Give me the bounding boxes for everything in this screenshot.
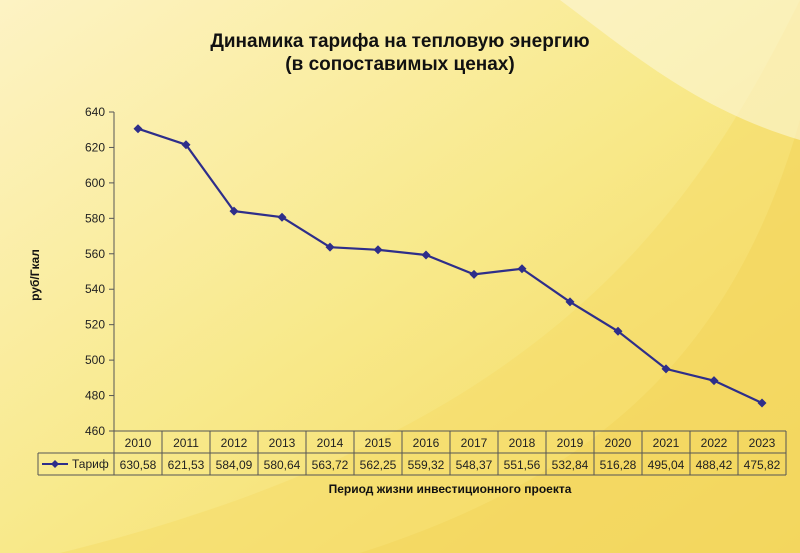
x-tick-label: 2019 [557,436,584,450]
x-tick-label: 2012 [221,436,248,450]
x-axis-label: Период жизни инвестиционного проекта [328,482,572,496]
data-point [757,398,767,408]
y-tick-label: 580 [85,211,105,225]
x-tick-label: 2022 [701,436,728,450]
x-tick-label: 2018 [509,436,536,450]
data-point [133,124,143,134]
data-table-value: 548,37 [456,458,493,472]
y-tick-label: 480 [85,389,105,403]
data-point [661,364,671,374]
data-table-value: 516,28 [600,458,637,472]
x-tick-label: 2016 [413,436,440,450]
data-point [373,245,383,255]
data-point [181,140,191,150]
y-tick-label: 560 [85,247,105,261]
data-point [229,206,239,216]
x-tick-label: 2021 [653,436,680,450]
y-tick-label: 640 [85,105,105,119]
x-tick-label: 2017 [461,436,488,450]
x-tick-label: 2010 [125,436,152,450]
x-tick-label: 2014 [317,436,344,450]
data-point [421,250,431,260]
x-tick-label: 2023 [749,436,776,450]
data-table-value: 495,04 [648,458,685,472]
data-table-value: 488,42 [696,458,733,472]
data-point [325,242,335,252]
y-tick-label: 600 [85,176,105,190]
chart-subtitle: (в сопоставимых ценах) [285,54,515,75]
y-tick-label: 520 [85,318,105,332]
chart-title: Динамика тарифа на тепловую энергию [210,31,590,52]
x-tick-label: 2011 [173,436,199,450]
data-table-value: 630,58 [120,458,157,472]
data-point [613,326,623,336]
data-point [709,376,719,386]
x-tick-label: 2015 [365,436,392,450]
y-tick-label: 540 [85,282,105,296]
x-tick-label: 2020 [605,436,632,450]
data-table-value: 584,09 [216,458,253,472]
data-table-value: 532,84 [552,458,589,472]
data-point [565,297,575,307]
data-point [469,269,479,279]
y-tick-label: 500 [85,353,105,367]
x-tick-label: 2013 [269,436,296,450]
data-table-value: 580,64 [264,458,301,472]
series-line [137,127,763,404]
data-table-value: 475,82 [744,458,781,472]
legend-label: Тариф [72,457,109,471]
legend-marker [51,460,59,468]
data-table-value: 559,32 [408,458,445,472]
data-table-value: 621,53 [168,458,205,472]
data-point [517,264,527,274]
data-table-value: 563,72 [312,458,349,472]
data-table-value: 551,56 [504,458,541,472]
data-point [277,212,287,222]
y-axis-label: руб/Гкал [28,249,42,301]
y-tick-label: 460 [85,424,105,438]
data-table-value: 562,25 [360,458,397,472]
y-tick-label: 620 [85,140,105,154]
